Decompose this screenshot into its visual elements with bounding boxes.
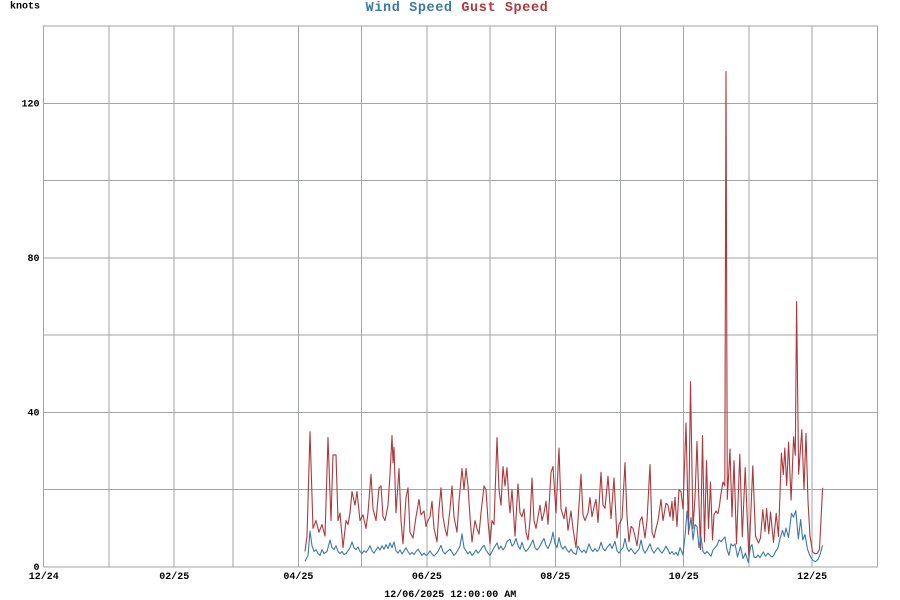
svg-text:04/25: 04/25: [283, 571, 313, 583]
svg-text:10/25: 10/25: [669, 571, 699, 583]
svg-text:120: 120: [21, 100, 39, 111]
svg-text:12/06/2025 12:00:00 AM: 12/06/2025 12:00:00 AM: [384, 589, 516, 600]
svg-text:06/25: 06/25: [412, 571, 442, 583]
svg-text:40: 40: [27, 409, 39, 420]
svg-text:knots: knots: [10, 0, 40, 12]
svg-text:12/24: 12/24: [29, 571, 59, 583]
svg-text:Wind Speed Gust Speed: Wind Speed Gust Speed: [366, 1, 549, 16]
svg-text:12/25: 12/25: [797, 571, 827, 583]
svg-text:0: 0: [33, 563, 39, 574]
svg-text:02/25: 02/25: [159, 571, 189, 583]
svg-text:80: 80: [27, 254, 39, 265]
svg-text:08/25: 08/25: [540, 571, 570, 583]
